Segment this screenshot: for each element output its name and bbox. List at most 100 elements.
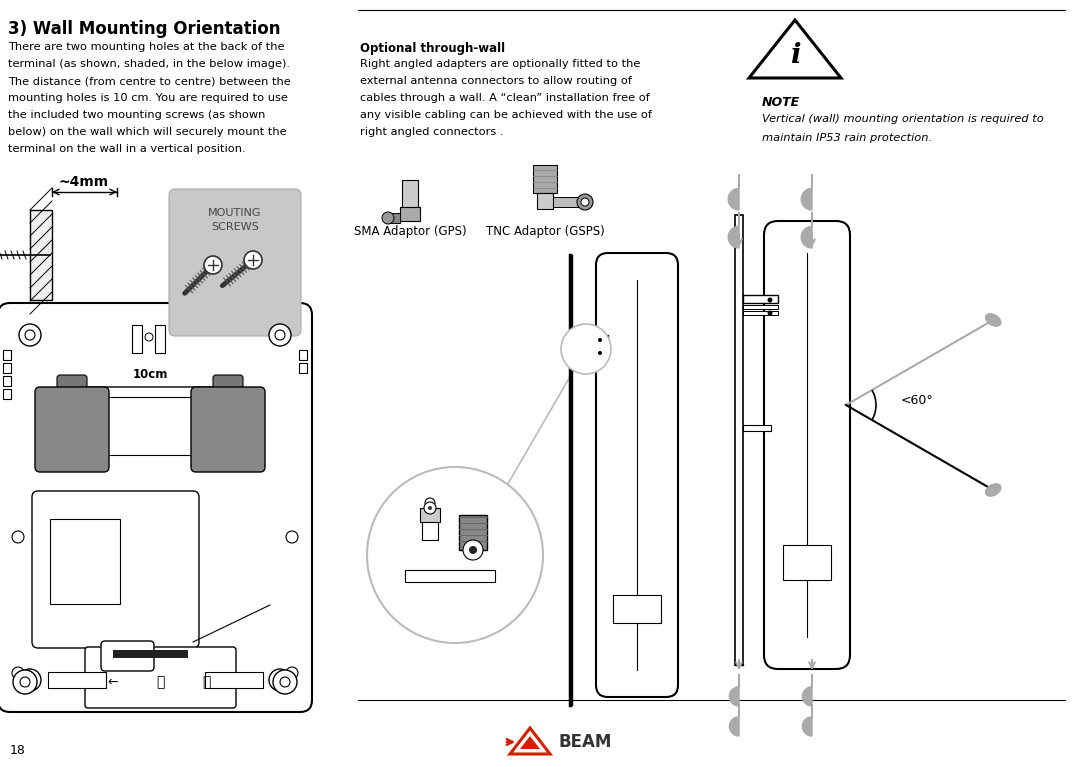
- Text: <60°: <60°: [901, 393, 934, 407]
- Text: the included two mounting screws (as shown: the included two mounting screws (as sho…: [8, 110, 266, 120]
- Circle shape: [280, 677, 291, 687]
- Circle shape: [561, 324, 611, 374]
- Polygon shape: [728, 212, 739, 248]
- FancyBboxPatch shape: [32, 491, 199, 648]
- Circle shape: [598, 351, 601, 355]
- Circle shape: [19, 669, 41, 691]
- Circle shape: [204, 256, 222, 274]
- Bar: [744, 425, 771, 431]
- Bar: [744, 305, 778, 309]
- Bar: [420, 508, 440, 522]
- FancyBboxPatch shape: [213, 375, 243, 397]
- Text: mounting holes is 10 cm. You are required to use: mounting holes is 10 cm. You are require…: [8, 93, 288, 103]
- Circle shape: [12, 531, 24, 543]
- Text: The distance (from centre to centre) between the: The distance (from centre to centre) bet…: [8, 76, 291, 86]
- Ellipse shape: [985, 313, 1002, 327]
- Circle shape: [13, 670, 37, 694]
- Bar: [568, 345, 608, 349]
- Bar: [568, 351, 608, 355]
- Bar: [132, 325, 142, 353]
- Bar: [3, 389, 11, 399]
- Text: cables through a wall. A “clean” installation free of: cables through a wall. A “clean” install…: [360, 93, 650, 103]
- Text: There are two mounting holes at the back of the: There are two mounting holes at the back…: [8, 42, 284, 52]
- Text: Right angled adapters are optionally fitted to the: Right angled adapters are optionally fit…: [360, 59, 640, 69]
- Polygon shape: [802, 212, 812, 248]
- Bar: [405, 570, 495, 582]
- Circle shape: [598, 338, 601, 342]
- Circle shape: [25, 675, 36, 685]
- Polygon shape: [728, 174, 739, 210]
- FancyBboxPatch shape: [36, 387, 109, 472]
- Bar: [299, 350, 307, 360]
- Text: SMA Adaptor (GPS): SMA Adaptor (GPS): [354, 225, 466, 238]
- FancyBboxPatch shape: [101, 641, 154, 671]
- Text: 10cm: 10cm: [132, 368, 168, 381]
- FancyBboxPatch shape: [596, 253, 678, 697]
- Circle shape: [469, 546, 477, 554]
- Bar: [299, 363, 307, 373]
- Bar: [3, 363, 11, 373]
- Circle shape: [286, 531, 298, 543]
- Bar: [783, 545, 831, 580]
- Bar: [155, 325, 165, 353]
- Bar: [49, 519, 121, 604]
- Polygon shape: [730, 704, 739, 736]
- Circle shape: [767, 298, 773, 302]
- Bar: [104, 397, 196, 455]
- Text: NOTE: NOTE: [762, 96, 801, 109]
- Bar: [402, 180, 417, 210]
- Bar: [533, 165, 557, 193]
- Text: external antenna connectors to allow routing of: external antenna connectors to allow rou…: [360, 76, 632, 86]
- Bar: [744, 311, 778, 315]
- Bar: [568, 335, 608, 343]
- Bar: [3, 376, 11, 386]
- Circle shape: [269, 324, 291, 346]
- Text: MOUTING: MOUTING: [209, 208, 261, 218]
- Circle shape: [367, 467, 543, 643]
- Polygon shape: [802, 174, 812, 210]
- Text: ⏻: ⏻: [202, 675, 210, 689]
- Circle shape: [382, 212, 394, 224]
- Circle shape: [581, 198, 589, 206]
- Circle shape: [12, 667, 24, 679]
- Bar: [113, 650, 188, 658]
- Circle shape: [577, 194, 593, 210]
- Circle shape: [425, 498, 435, 508]
- Circle shape: [244, 251, 261, 269]
- Text: Optional through-wall: Optional through-wall: [360, 42, 505, 55]
- Text: 3) Wall Mounting Orientation: 3) Wall Mounting Orientation: [8, 20, 281, 38]
- Polygon shape: [520, 736, 540, 749]
- Polygon shape: [803, 704, 812, 736]
- FancyBboxPatch shape: [192, 387, 265, 472]
- Text: any visible cabling can be achieved with the use of: any visible cabling can be achieved with…: [360, 110, 652, 120]
- Text: TNC Adaptor (GSPS): TNC Adaptor (GSPS): [485, 225, 605, 238]
- Text: 18: 18: [10, 743, 26, 756]
- Ellipse shape: [985, 483, 1002, 497]
- Circle shape: [286, 667, 298, 679]
- Text: Vertical (wall) mounting orientation is required to: Vertical (wall) mounting orientation is …: [762, 114, 1044, 124]
- Bar: [537, 193, 553, 209]
- Text: maintain IP53 rain protection.: maintain IP53 rain protection.: [762, 133, 932, 143]
- Polygon shape: [730, 674, 739, 706]
- Polygon shape: [803, 674, 812, 706]
- Text: terminal (as shown, shaded, in the below image).: terminal (as shown, shaded, in the below…: [8, 59, 291, 69]
- Bar: [613, 595, 661, 623]
- Bar: [553, 197, 581, 207]
- Circle shape: [463, 540, 483, 560]
- Bar: [30, 210, 52, 300]
- FancyBboxPatch shape: [169, 189, 301, 336]
- Text: ←: ←: [108, 676, 118, 689]
- Bar: [400, 207, 420, 221]
- Circle shape: [20, 677, 30, 687]
- FancyBboxPatch shape: [85, 647, 236, 708]
- Circle shape: [275, 330, 285, 340]
- FancyBboxPatch shape: [0, 303, 312, 712]
- Circle shape: [424, 502, 436, 514]
- Circle shape: [275, 675, 285, 685]
- Circle shape: [273, 670, 297, 694]
- Bar: [206, 672, 263, 688]
- FancyBboxPatch shape: [57, 375, 87, 397]
- Circle shape: [145, 333, 153, 341]
- Circle shape: [428, 506, 431, 510]
- Circle shape: [25, 330, 36, 340]
